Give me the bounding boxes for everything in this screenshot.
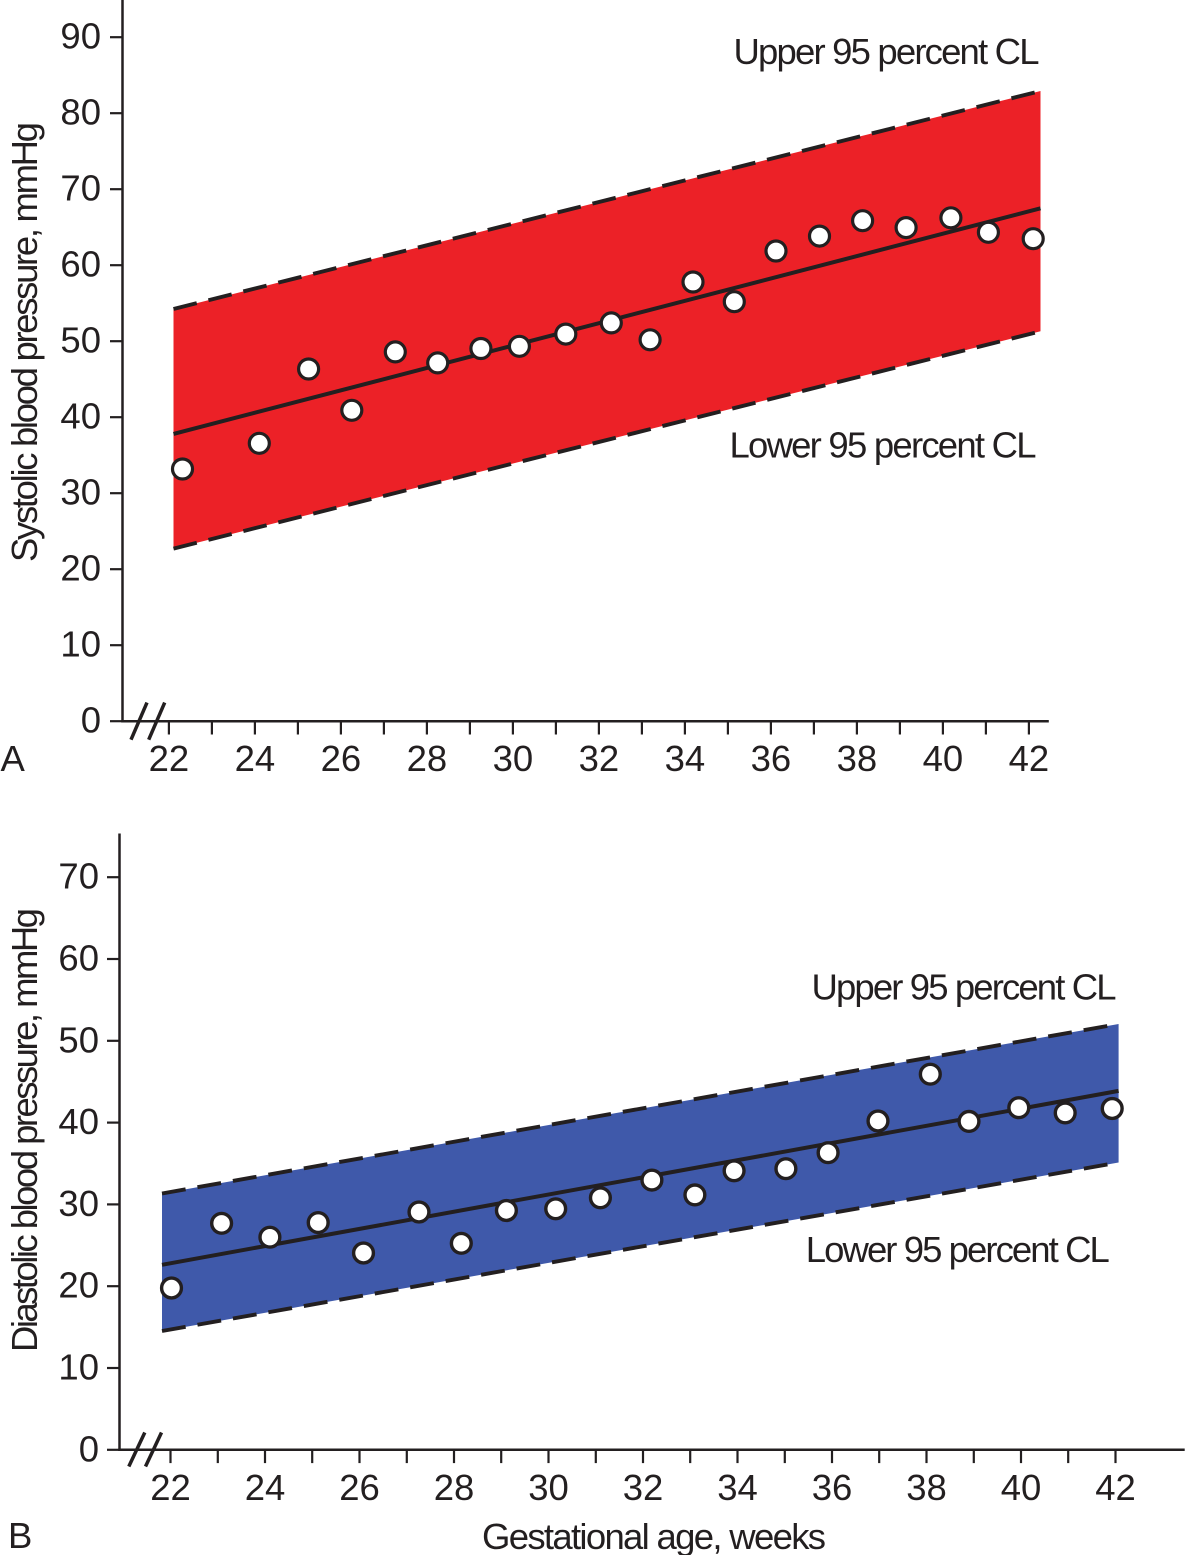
svg-text:0: 0 xyxy=(81,700,101,741)
svg-text:40: 40 xyxy=(1001,1467,1042,1508)
svg-text:Upper 95 percent CL: Upper 95 percent CL xyxy=(812,967,1117,1008)
svg-text:22: 22 xyxy=(149,738,190,779)
svg-text:80: 80 xyxy=(60,92,101,133)
svg-text:Systolic blood pressure, mmHg: Systolic blood pressure, mmHg xyxy=(4,122,45,562)
svg-text:10: 10 xyxy=(60,624,101,665)
svg-text:38: 38 xyxy=(837,738,878,779)
svg-text:24: 24 xyxy=(245,1467,286,1508)
svg-text:28: 28 xyxy=(407,738,448,779)
svg-text:60: 60 xyxy=(60,244,101,285)
svg-text:Lower 95 percent CL: Lower 95 percent CL xyxy=(806,1229,1110,1270)
svg-text:34: 34 xyxy=(665,738,706,779)
svg-text:28: 28 xyxy=(434,1467,475,1508)
svg-text:Diastolic blood pressure, mmHg: Diastolic blood pressure, mmHg xyxy=(4,908,45,1352)
svg-text:24: 24 xyxy=(235,738,276,779)
svg-text:40: 40 xyxy=(923,738,964,779)
svg-text:26: 26 xyxy=(339,1467,380,1508)
svg-text:20: 20 xyxy=(60,548,101,589)
svg-text:30: 30 xyxy=(493,738,534,779)
svg-text:50: 50 xyxy=(60,320,101,361)
svg-text:Lower 95 percent CL: Lower 95 percent CL xyxy=(730,425,1037,466)
svg-text:42: 42 xyxy=(1009,738,1050,779)
svg-text:Gestational age, weeks: Gestational age, weeks xyxy=(482,1516,826,1555)
svg-text:40: 40 xyxy=(58,1101,99,1142)
svg-text:36: 36 xyxy=(812,1467,853,1508)
svg-text:0: 0 xyxy=(79,1428,99,1469)
svg-text:90: 90 xyxy=(60,16,101,57)
svg-text:30: 30 xyxy=(58,1183,99,1224)
svg-text:A: A xyxy=(1,738,26,779)
svg-text:20: 20 xyxy=(58,1265,99,1306)
svg-text:26: 26 xyxy=(321,738,362,779)
svg-text:B: B xyxy=(8,1515,32,1555)
svg-text:70: 70 xyxy=(58,856,99,897)
svg-text:10: 10 xyxy=(58,1347,99,1388)
svg-text:30: 30 xyxy=(60,472,101,513)
svg-text:Upper 95 percent CL: Upper 95 percent CL xyxy=(734,31,1040,72)
svg-text:40: 40 xyxy=(60,396,101,437)
svg-text:42: 42 xyxy=(1095,1467,1136,1508)
svg-text:22: 22 xyxy=(150,1467,191,1508)
svg-text:34: 34 xyxy=(717,1467,758,1508)
svg-text:70: 70 xyxy=(60,168,101,209)
svg-text:38: 38 xyxy=(906,1467,947,1508)
svg-text:36: 36 xyxy=(751,738,792,779)
svg-text:32: 32 xyxy=(623,1467,664,1508)
svg-text:60: 60 xyxy=(58,938,99,979)
svg-text:50: 50 xyxy=(58,1019,99,1060)
svg-text:30: 30 xyxy=(528,1467,569,1508)
svg-text:32: 32 xyxy=(579,738,620,779)
